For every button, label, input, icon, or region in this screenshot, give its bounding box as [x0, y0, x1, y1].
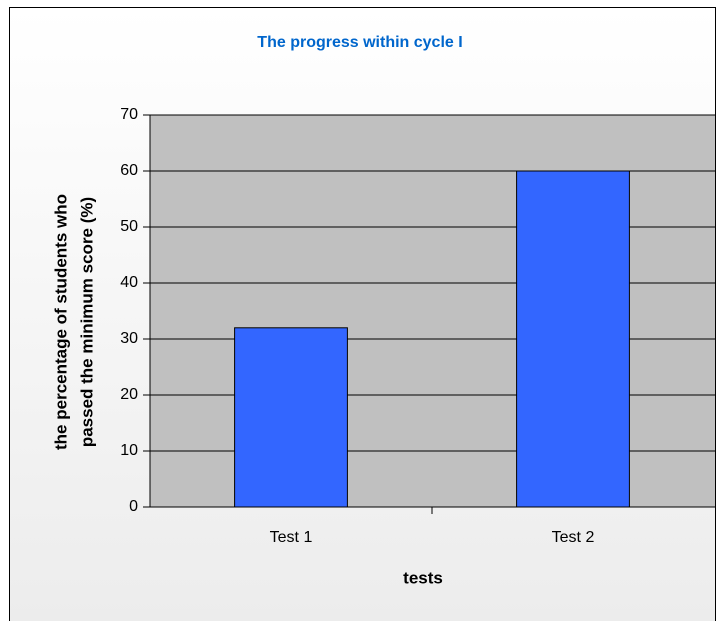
y-tick-label: 50 — [120, 218, 138, 235]
y-tick-label: 40 — [120, 274, 138, 291]
x-tick-label: Test 1 — [270, 529, 313, 546]
x-axis-label: tests — [403, 568, 443, 587]
bar — [234, 327, 348, 508]
y-tick-label: 30 — [120, 330, 138, 347]
y-axis-label-line: passed the minimum score (%) — [77, 197, 96, 447]
y-tick-label: 10 — [120, 442, 138, 459]
chart-title: The progress within cycle I — [257, 34, 462, 51]
y-axis-label-line: the percentage of students who — [51, 194, 70, 450]
y-axis-label: the percentage of students who passed th… — [51, 194, 96, 450]
y-tick-label: 20 — [120, 386, 138, 403]
x-tick-label: Test 2 — [552, 529, 595, 546]
y-tick-label: 70 — [120, 106, 138, 123]
bar — [516, 170, 630, 508]
y-tick-label: 60 — [120, 162, 138, 179]
y-tick-label: 0 — [129, 498, 138, 515]
